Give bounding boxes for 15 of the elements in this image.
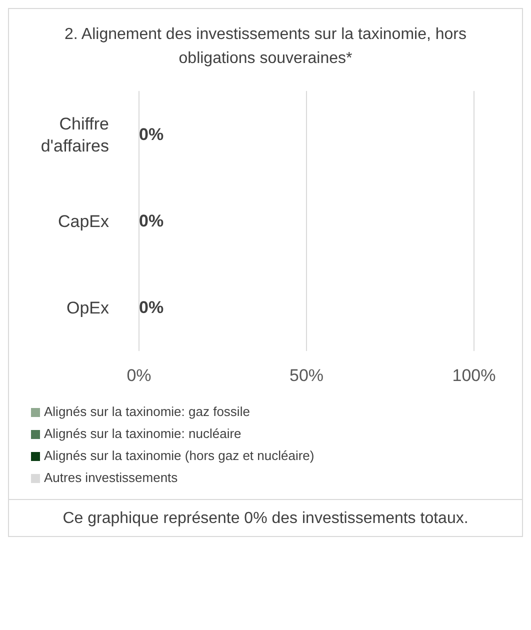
text: Ce graphique représente 0% des investissements totaux. — [62, 510, 470, 528]
legend-label: Alignés sur la taxinomie: gaz fossile — [44, 403, 250, 421]
chart-title: 2. Alignement des investissements sur la taxinomie, hors obligations souveraines* — [64, 25, 468, 69]
legend-label: Alignés sur la taxinomie (hors gaz et nucléaire) — [44, 447, 314, 465]
y-tick-label: CapEx — [58, 212, 110, 230]
data-label: 0% — [139, 212, 164, 230]
data-label: 0% — [139, 298, 164, 318]
data-label: 0% — [139, 124, 164, 144]
x-tick-label: 50% — [289, 366, 324, 386]
x-tick-label: 0% — [126, 366, 152, 386]
legend-label: Alignés sur la taxinomie: nucléaire — [44, 425, 242, 443]
legend-label: Autres investissements — [44, 469, 178, 487]
y-tick-label: Chiffre d'affaires — [40, 114, 109, 155]
x-tick-label: 100% — [452, 366, 496, 386]
y-tick-label: OpEx — [66, 298, 110, 318]
